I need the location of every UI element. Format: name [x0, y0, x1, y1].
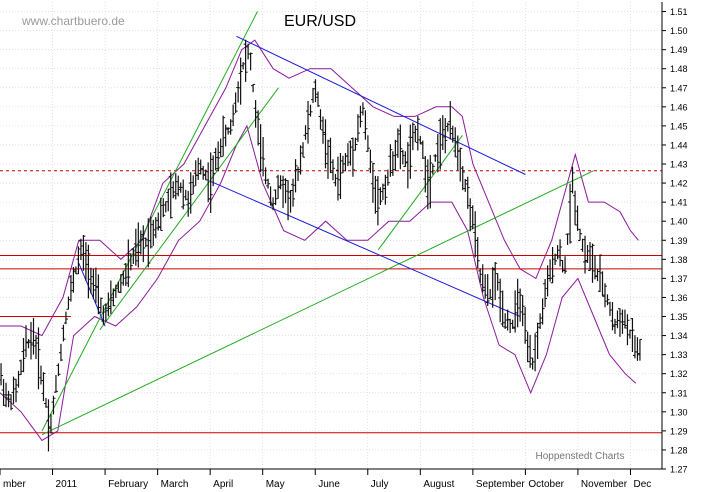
- y-tick-label: 1.49: [670, 45, 688, 55]
- y-tick-label: 1.46: [670, 102, 688, 112]
- trend-line: [236, 35, 526, 175]
- y-tick-label: 1.40: [670, 217, 688, 227]
- watermark-text: www.chartbuero.de: [21, 14, 125, 28]
- x-tick-label: mber: [3, 479, 26, 490]
- y-tick-label: 1.29: [670, 426, 688, 436]
- y-tick-label: 1.34: [670, 331, 688, 341]
- trend-line: [99, 87, 279, 331]
- x-tick-label: July: [371, 479, 389, 490]
- y-tick-label: 1.27: [670, 465, 688, 475]
- y-tick-label: 1.44: [670, 140, 688, 150]
- y-tick-label: 1.33: [670, 350, 688, 360]
- price-bars: [0, 39, 642, 452]
- x-tick-label: March: [161, 479, 189, 490]
- x-tick-label: October: [528, 479, 564, 490]
- y-tick-label: 1.35: [670, 312, 688, 322]
- bollinger-upper-line: [0, 39, 639, 337]
- x-tick-label: February: [108, 479, 148, 490]
- y-tick-label: 1.51: [670, 7, 688, 17]
- trend-line: [41, 11, 258, 432]
- bollinger-bands: [0, 39, 639, 442]
- trend-line: [377, 135, 463, 251]
- y-tick-label: 1.36: [670, 293, 688, 303]
- chart-title: EUR/USD: [284, 13, 356, 30]
- y-tick-label: 1.42: [670, 179, 688, 189]
- x-tick-label: June: [318, 479, 340, 490]
- y-tick-label: 1.50: [670, 26, 688, 36]
- bollinger-lower-line: [0, 124, 637, 442]
- trend-line: [41, 170, 594, 436]
- y-tick-label: 1.45: [670, 121, 688, 131]
- axes: 1.27 1.28 1.29 1.30 1.31 1.32 1.33 1.34 1.35 1.36…: [0, 2, 688, 490]
- x-tick-label: August: [423, 479, 454, 490]
- x-tick-label: 2011: [56, 479, 78, 490]
- x-tick-label: May: [266, 479, 285, 490]
- y-tick-label: 1.43: [670, 160, 688, 170]
- y-tick-label: 1.41: [670, 198, 688, 208]
- trend-line: [78, 262, 106, 327]
- y-tick-label: 1.37: [670, 274, 688, 284]
- x-tick-label: Dec: [633, 479, 651, 490]
- trend-line: [209, 180, 521, 317]
- y-tick-label: 1.47: [670, 83, 688, 93]
- y-tick-label: 1.39: [670, 236, 688, 246]
- trend-lines: [41, 11, 594, 436]
- y-tick-label: 1.30: [670, 407, 688, 417]
- x-tick-label: November: [581, 479, 628, 490]
- y-tick-label: 1.38: [670, 255, 688, 265]
- y-tick-label: 1.28: [670, 445, 688, 455]
- y-tick-label: 1.32: [670, 369, 688, 379]
- y-tick-label: 1.31: [670, 388, 688, 398]
- x-tick-label: April: [213, 479, 233, 490]
- footer-credit: Hoppenstedt Charts: [536, 451, 625, 462]
- y-tick-label: 1.48: [670, 64, 688, 74]
- x-tick-label: September: [476, 479, 526, 490]
